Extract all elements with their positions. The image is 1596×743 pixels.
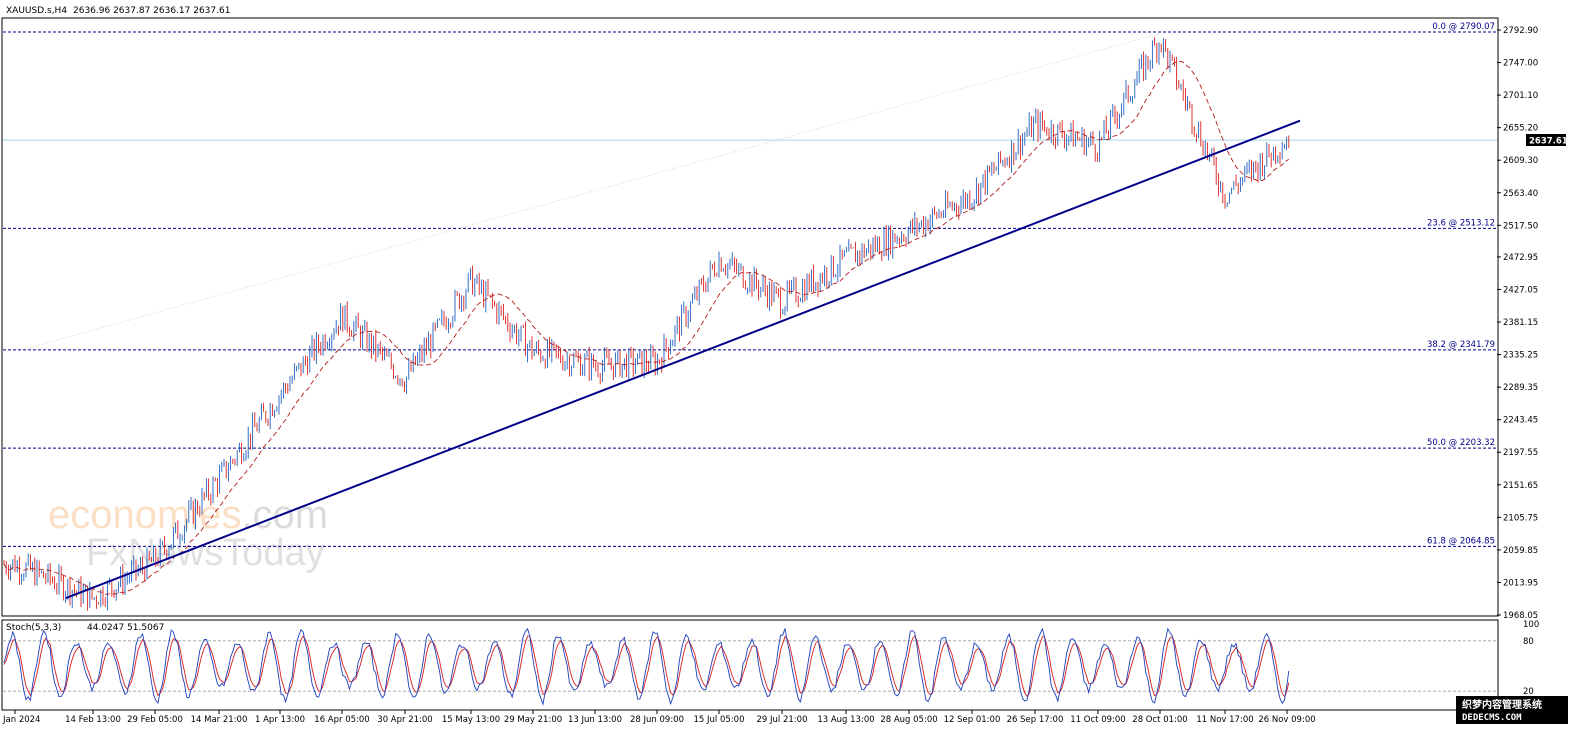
candles bbox=[3, 37, 1290, 611]
x-tick-label: 12 Sep 01:00 bbox=[944, 715, 1001, 725]
corner-badge-line2: DEDECMS.COM bbox=[1462, 713, 1522, 723]
stoch-main-line bbox=[3, 627, 1290, 706]
y-tick-label: 2197.55 bbox=[1503, 448, 1538, 458]
fib-label: 23.6 @ 2513.12 bbox=[1427, 218, 1495, 228]
x-tick-label: 14 Feb 13:00 bbox=[65, 715, 121, 725]
y-tick-label: 1968.05 bbox=[1503, 611, 1538, 621]
channel-line bbox=[29, 33, 1161, 349]
y-tick-label: 2013.95 bbox=[1503, 578, 1538, 588]
trendline[interactable] bbox=[65, 119, 1301, 599]
price-axis: 2792.90 2747.00 2701.10 2655.20 2609.30 2563.… bbox=[1497, 26, 1538, 621]
x-tick-label: 11 Oct 09:00 bbox=[1070, 715, 1125, 725]
x-tick-label: 14 Mar 21:00 bbox=[191, 715, 248, 725]
x-tick-label: 13 Aug 13:00 bbox=[817, 715, 874, 725]
y-tick-label: 2335.25 bbox=[1503, 351, 1538, 361]
x-tick-label: 30 Apr 21:00 bbox=[377, 715, 432, 725]
chart-ohlc: 2636.96 2637.87 2636.17 2637.61 bbox=[73, 6, 230, 16]
y-tick-label: 2747.00 bbox=[1503, 59, 1538, 69]
x-tick-label: 28 Oct 01:00 bbox=[1132, 715, 1187, 725]
x-tick-label: 1 Apr 13:00 bbox=[255, 715, 305, 725]
y-tick-label: 2609.30 bbox=[1503, 156, 1538, 166]
watermark: economies.com FxNewsToday bbox=[48, 493, 328, 574]
y-tick-label: 2151.65 bbox=[1503, 481, 1538, 491]
y-tick-label: 2792.90 bbox=[1503, 26, 1538, 36]
y-tick-label: 2289.35 bbox=[1503, 383, 1538, 393]
corner-badge: 织梦内容管理系统 DEDECMS.COM bbox=[1456, 696, 1568, 724]
main-plot-frame bbox=[1, 17, 1499, 617]
x-tick-label: 28 Aug 05:00 bbox=[880, 715, 937, 725]
stoch-y-tick-label: 80 bbox=[1523, 637, 1534, 647]
current-price-label: 2637.61 bbox=[1529, 137, 1568, 147]
x-tick-label: 15 May 13:00 bbox=[442, 715, 500, 725]
x-tick-label: 29 May 21:00 bbox=[504, 715, 562, 725]
x-tick-label: 11 Nov 17:00 bbox=[1196, 715, 1253, 725]
y-tick-label: 2059.85 bbox=[1503, 546, 1538, 556]
x-tick-label: 13 Jun 13:00 bbox=[568, 715, 622, 725]
moving-average bbox=[3, 61, 1290, 595]
stoch-y-tick-label: 20 bbox=[1523, 687, 1534, 697]
stoch-y-tick-label: 100 bbox=[1523, 620, 1539, 630]
moving-average-line bbox=[3, 61, 1290, 595]
fib-label: 0.0 @ 2790.07 bbox=[1432, 22, 1495, 32]
fibonacci-levels: 0.0 @ 2790.07 23.6 @ 2513.12 38.2 @ 2341.7… bbox=[3, 22, 1497, 547]
y-tick-label: 2381.15 bbox=[1503, 318, 1538, 328]
fib-label: 50.0 @ 2203.32 bbox=[1427, 438, 1495, 448]
y-tick-label: 2701.10 bbox=[1503, 91, 1538, 101]
y-tick-label: 2427.05 bbox=[1503, 285, 1538, 295]
y-tick-label: 2472.95 bbox=[1503, 253, 1538, 263]
y-tick-label: 2655.20 bbox=[1503, 124, 1538, 134]
x-tick-label: 15 Jul 05:00 bbox=[694, 715, 745, 725]
y-tick-label: 2563.40 bbox=[1503, 189, 1538, 199]
y-tick-label: 2105.75 bbox=[1503, 513, 1538, 523]
current-price-tag: 2637.61 bbox=[1526, 134, 1568, 147]
stoch-values: 44.0247 51.5067 bbox=[87, 623, 164, 633]
y-tick-label: 2243.45 bbox=[1503, 416, 1538, 426]
chart-symbol: XAUUSD.s,H4 bbox=[6, 6, 67, 16]
stoch-plot-frame bbox=[1, 619, 1499, 711]
x-tick-label: 26 Sep 17:00 bbox=[1007, 715, 1064, 725]
stoch-name: Stoch(5,3,3) bbox=[6, 623, 61, 633]
x-tick-label: 29 Feb 05:00 bbox=[127, 715, 183, 725]
x-tick-label: 29 Jul 21:00 bbox=[757, 715, 808, 725]
fib-label: 38.2 @ 2341.79 bbox=[1427, 340, 1495, 350]
channel-dotted-line bbox=[29, 33, 1161, 349]
y-tick-label: 2517.50 bbox=[1503, 221, 1538, 231]
corner-badge-line1: 织梦内容管理系统 bbox=[1462, 698, 1542, 711]
x-tick-label: 28 Jun 09:00 bbox=[630, 715, 684, 725]
watermark-fxnewstoday: FxNewsToday bbox=[86, 532, 325, 574]
stoch-signal-line bbox=[3, 635, 1290, 698]
trendline-line bbox=[65, 119, 1301, 599]
stochastic-oscillator: 100 80 20 bbox=[3, 620, 1539, 706]
watermark-economies: economies.com bbox=[48, 493, 328, 537]
x-tick-label: 26 Nov 09:00 bbox=[1258, 715, 1315, 725]
x-tick-label: 30 Jan 2024 bbox=[0, 715, 40, 725]
x-tick-label: 16 Apr 05:00 bbox=[314, 715, 369, 725]
fib-label: 61.8 @ 2064.85 bbox=[1427, 536, 1495, 546]
time-axis: 30 Jan 2024 14 Feb 13:00 29 Feb 05:00 14 Ma… bbox=[0, 710, 1316, 725]
